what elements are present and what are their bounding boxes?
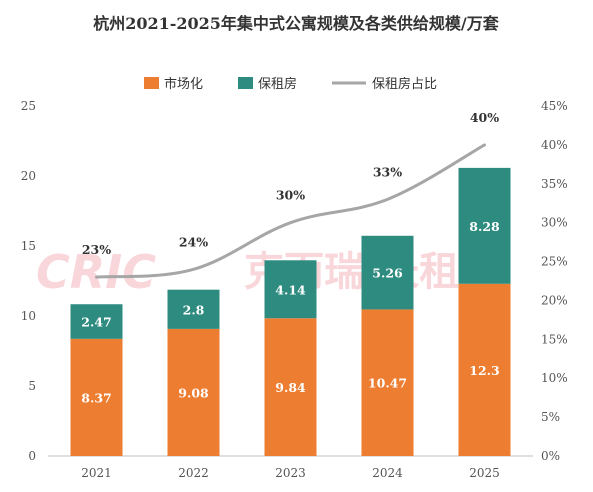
y2-tick-label: 40% bbox=[541, 138, 568, 152]
x-tick-label: 2024 bbox=[372, 466, 403, 480]
data-label-market: 9.08 bbox=[178, 385, 209, 400]
bar-market bbox=[167, 328, 220, 456]
x-tick-label: 2025 bbox=[469, 466, 500, 480]
data-label-affordable: 2.8 bbox=[183, 302, 205, 317]
data-label-share: 24% bbox=[179, 234, 208, 249]
y2-tick-label: 25% bbox=[541, 255, 568, 269]
data-label-share: 40% bbox=[470, 110, 499, 125]
legend-label-affordable: 保租房 bbox=[258, 76, 297, 92]
data-label-affordable: 5.26 bbox=[372, 266, 403, 281]
x-tick-label: 2023 bbox=[275, 466, 306, 480]
legend-swatch-market bbox=[144, 77, 159, 89]
y2-tick-label: 20% bbox=[541, 293, 568, 307]
data-label-market: 12.3 bbox=[469, 363, 499, 378]
y-tick-label: 0 bbox=[28, 449, 36, 463]
y2-tick-label: 0% bbox=[541, 449, 560, 463]
data-label-share: 30% bbox=[276, 188, 305, 203]
bar-market bbox=[361, 309, 414, 456]
bar-market bbox=[264, 318, 317, 456]
bar-affordable bbox=[264, 260, 317, 319]
y-tick-label: 15 bbox=[21, 239, 36, 253]
bar-market bbox=[70, 338, 123, 456]
legend-label-share: 保租房占比 bbox=[372, 76, 437, 92]
y2-tick-label: 15% bbox=[541, 332, 568, 346]
bar-market bbox=[458, 283, 511, 456]
share-line bbox=[95, 143, 486, 279]
axes: 05101520250%5%10%15%20%25%30%35%40%45%20… bbox=[21, 99, 568, 480]
data-label-affordable: 4.14 bbox=[275, 282, 306, 297]
bars bbox=[70, 167, 511, 456]
data-labels: 8.37 2.47 9.08 2.8 9.84 4.14 10.47 5.26 12.3 8.28… bbox=[81, 110, 500, 406]
share-line-series bbox=[95, 143, 486, 279]
y-tick-label: 5 bbox=[28, 379, 36, 393]
y2-tick-label: 5% bbox=[541, 410, 560, 424]
y-tick-label: 10 bbox=[21, 309, 36, 323]
data-label-affordable: 2.47 bbox=[81, 315, 111, 330]
y2-tick-label: 10% bbox=[541, 371, 568, 385]
bar-affordable bbox=[167, 289, 220, 329]
y2-tick-label: 35% bbox=[541, 177, 568, 191]
bar-affordable bbox=[70, 304, 123, 339]
data-label-market: 10.47 bbox=[368, 376, 407, 391]
legend-label-market: 市场化 bbox=[164, 76, 203, 92]
bar-affordable bbox=[361, 235, 414, 310]
legend-swatch-affordable bbox=[238, 77, 253, 89]
chart-title: 杭州2021-2025年集中式公寓规模及各类供给规模/万套 bbox=[93, 14, 500, 33]
data-label-share: 23% bbox=[82, 242, 111, 257]
x-tick-label: 2021 bbox=[81, 466, 112, 480]
y2-tick-label: 45% bbox=[541, 99, 568, 113]
y2-tick-label: 30% bbox=[541, 216, 568, 230]
data-label-affordable: 8.28 bbox=[469, 219, 500, 234]
watermark-logo: CRIC bbox=[36, 245, 156, 299]
x-tick-label: 2022 bbox=[178, 466, 209, 480]
y-tick-label: 25 bbox=[21, 99, 36, 113]
y-tick-label: 20 bbox=[21, 169, 36, 183]
bar-affordable bbox=[458, 167, 511, 284]
legend: 市场化 保租房 保租房占比 bbox=[144, 76, 437, 92]
data-label-market: 9.84 bbox=[275, 380, 306, 395]
data-label-share: 33% bbox=[373, 164, 402, 179]
data-label-market: 8.37 bbox=[81, 390, 111, 405]
